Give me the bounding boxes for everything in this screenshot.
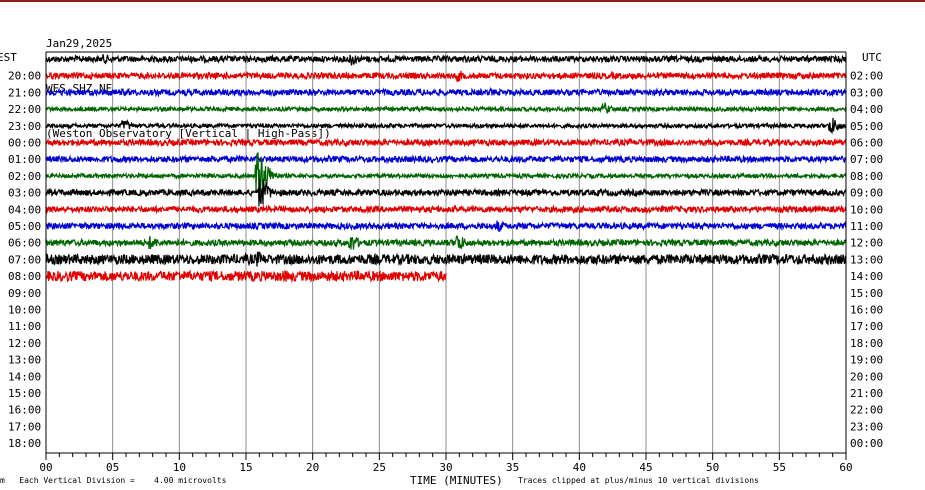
left-hour-label: 16:00 [8,404,41,417]
right-hour-label: 18:00 [850,337,883,350]
left-hour-label: 14:00 [8,370,41,383]
trace-group [45,53,847,284]
footer-scale: m Each Vertical Division = 4.00 microvol… [0,476,226,485]
footer-marker: m [0,476,5,485]
left-hour-label: 09:00 [8,287,41,300]
seismic-trace [45,70,847,83]
right-hour-label: 22:00 [850,404,883,417]
left-hour-label: 20:00 [8,70,41,83]
right-hour-label: 20:00 [850,370,883,383]
right-hour-label: 09:00 [850,187,883,200]
left-hour-label: 15:00 [8,387,41,400]
left-timezone-label: EST [0,51,17,64]
right-hour-label: 06:00 [850,137,883,150]
left-hour-label: 23:00 [8,120,41,133]
right-hour-label: 11:00 [850,220,883,233]
right-hour-label: 21:00 [850,387,883,400]
left-hour-label: 06:00 [8,237,41,250]
left-hour-label: 08:00 [8,270,41,283]
right-hour-label: 16:00 [850,304,883,317]
seismic-trace [45,86,847,98]
x-tick-label: 50 [706,461,719,474]
left-hour-label: 22:00 [8,103,41,116]
right-hour-label: 13:00 [850,253,883,266]
right-timezone-label: UTC [862,51,882,64]
left-hour-label: 05:00 [8,220,41,233]
right-hour-label: 03:00 [850,86,883,99]
right-hour-label: 23:00 [850,420,883,433]
seismic-trace [45,251,847,267]
seismic-trace [45,269,447,284]
seismic-trace [45,153,847,165]
x-tick-label: 05 [106,461,119,474]
seismic-trace [45,152,847,201]
x-tick-label: 15 [239,461,252,474]
right-hour-label: 05:00 [850,120,883,133]
x-tick-label: 10 [173,461,186,474]
x-tick-label: 60 [839,461,852,474]
seismic-trace [45,102,847,114]
right-hour-label: 10:00 [850,203,883,216]
division-label: Each Vertical Division = [19,476,135,485]
left-hour-label: 02:00 [8,170,41,183]
x-axis-ticks: 00 05 10 15 20 25 30 35 40 45 50 55 60 [39,453,853,474]
left-hour-label: 17:00 [8,420,41,433]
x-tick-label: 45 [639,461,652,474]
seismic-trace [45,117,847,135]
right-hour-label: 19:00 [850,354,883,367]
left-hour-label: 07:00 [8,253,41,266]
x-tick-label: 25 [373,461,386,474]
plot-grid [112,52,780,453]
x-tick-label: 20 [306,461,319,474]
clip-note: Traces clipped at plus/minus 10 vertical… [518,476,759,485]
seismic-trace [45,204,847,215]
right-hour-labels: 02:00 03:00 04:00 05:00 06:00 07:00 08:00 09:00… [850,70,883,450]
seismic-trace [45,235,847,250]
x-tick-label: 55 [773,461,786,474]
x-tick-label: 40 [573,461,586,474]
left-hour-label: 04:00 [8,203,41,216]
left-hour-label: 12:00 [8,337,41,350]
x-axis-title: TIME (MINUTES) [410,474,503,487]
left-hour-label: 00:00 [8,137,41,150]
x-tick-label: 30 [439,461,452,474]
right-hour-label: 07:00 [850,153,883,166]
right-hour-label: 15:00 [850,287,883,300]
left-hour-label: 03:00 [8,187,41,200]
seismic-trace [45,137,847,148]
right-hour-label: 17:00 [850,320,883,333]
right-hour-label: 14:00 [850,270,883,283]
seismic-trace [45,53,847,66]
seismic-trace [45,220,847,232]
date-label: Jan29,2025 [46,37,113,50]
top-border [0,0,925,2]
right-hour-label: 12:00 [850,237,883,250]
seismic-trace [45,178,847,207]
left-hour-label: 18:00 [8,437,41,450]
right-hour-label: 04:00 [850,103,883,116]
right-hour-label: 08:00 [850,170,883,183]
left-hour-label: 21:00 [8,86,41,99]
left-hour-label: 13:00 [8,354,41,367]
left-hour-label: 11:00 [8,320,41,333]
left-hour-label: 10:00 [8,304,41,317]
left-hour-labels: 20:00 21:00 22:00 23:00 00:00 01:00 02:00 03:00… [8,70,41,450]
right-hour-label: 00:00 [850,437,883,450]
x-tick-label: 35 [506,461,519,474]
right-hour-label: 02:00 [850,70,883,83]
x-tick-label: 00 [39,461,52,474]
division-value: 4.00 microvolts [154,476,227,485]
left-hour-label: 01:00 [8,153,41,166]
